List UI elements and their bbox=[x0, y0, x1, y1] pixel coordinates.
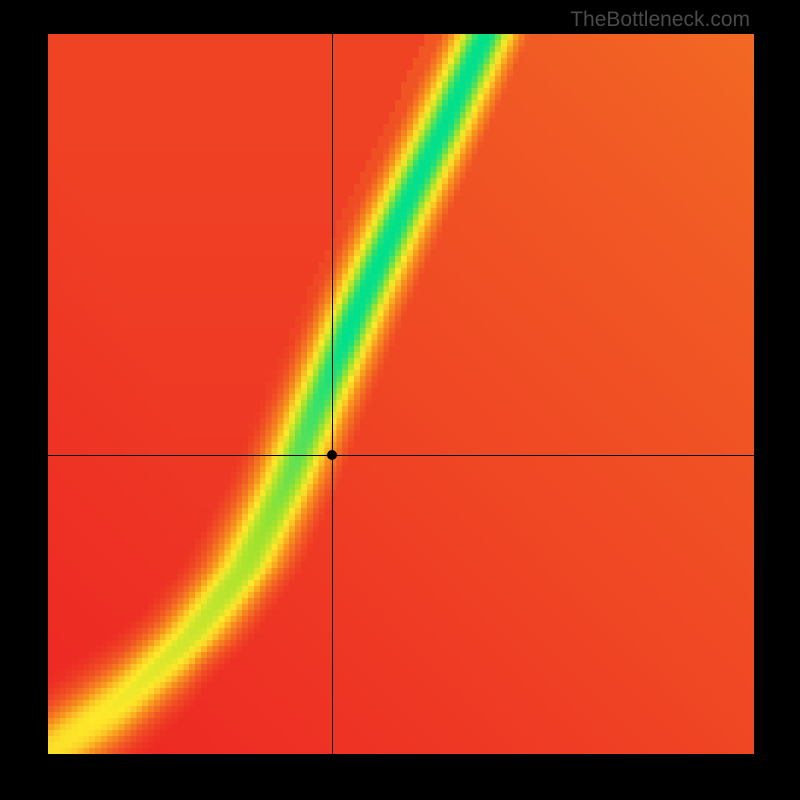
watermark-text: TheBottleneck.com bbox=[570, 8, 750, 32]
crosshair-horizontal bbox=[48, 455, 754, 456]
heatmap-canvas bbox=[48, 34, 754, 754]
crosshair-vertical bbox=[332, 34, 333, 754]
crosshair-marker-dot bbox=[327, 450, 337, 460]
heatmap-plot-area bbox=[48, 34, 754, 754]
